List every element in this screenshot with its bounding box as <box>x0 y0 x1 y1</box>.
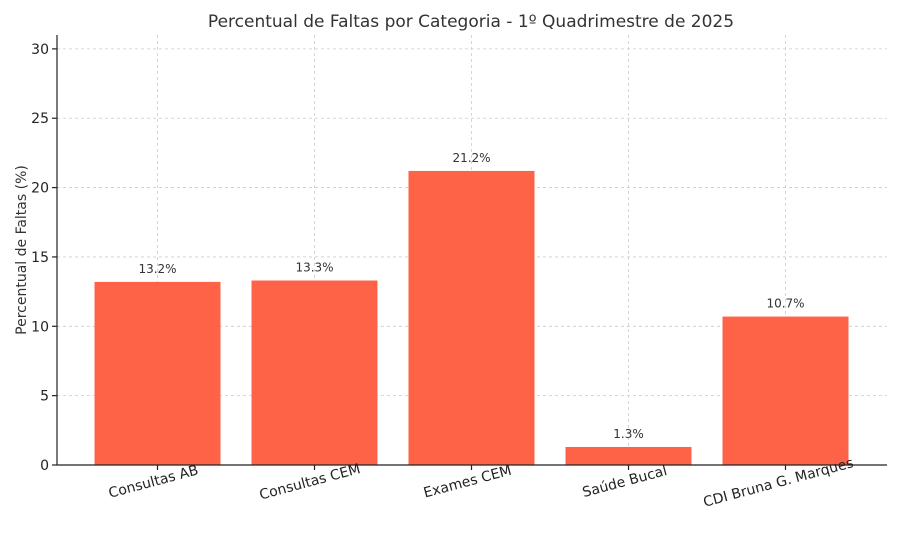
y-tick-label: 5 <box>40 389 49 405</box>
bar <box>94 281 221 465</box>
y-tick-label: 10 <box>31 319 49 335</box>
y-tick-label: 0 <box>40 458 49 474</box>
y-tick-label: 15 <box>31 250 49 266</box>
bar-value-label: 10.7% <box>766 297 804 311</box>
data-labels: 13.2% 13.3% 21.2% 1.3% 10.7% <box>138 151 804 441</box>
chart-title: Percentual de Faltas por Categoria - 1º … <box>208 12 734 32</box>
bar <box>251 280 378 465</box>
bar-value-label: 21.2% <box>452 151 490 165</box>
y-axis-label: Percentual de Faltas (%) <box>14 165 30 335</box>
y-tick-label: 30 <box>31 42 49 58</box>
bar-value-label: 13.3% <box>295 261 333 275</box>
bar-value-label: 13.2% <box>138 262 176 276</box>
bar-value-label: 1.3% <box>613 427 644 441</box>
bar <box>408 170 535 465</box>
y-ticks: 0 5 10 15 20 25 30 <box>31 42 57 474</box>
y-tick-label: 25 <box>31 111 49 127</box>
x-tick-label: Saúde Bucal <box>581 463 669 501</box>
x-tick-label: Consultas AB <box>107 462 200 501</box>
bar <box>722 316 849 465</box>
bar <box>565 446 692 465</box>
y-tick-label: 20 <box>31 181 49 197</box>
bars <box>94 170 849 465</box>
x-tick-label: Consultas CEM <box>258 461 362 503</box>
x-tick-label: Exames CEM <box>422 463 513 502</box>
